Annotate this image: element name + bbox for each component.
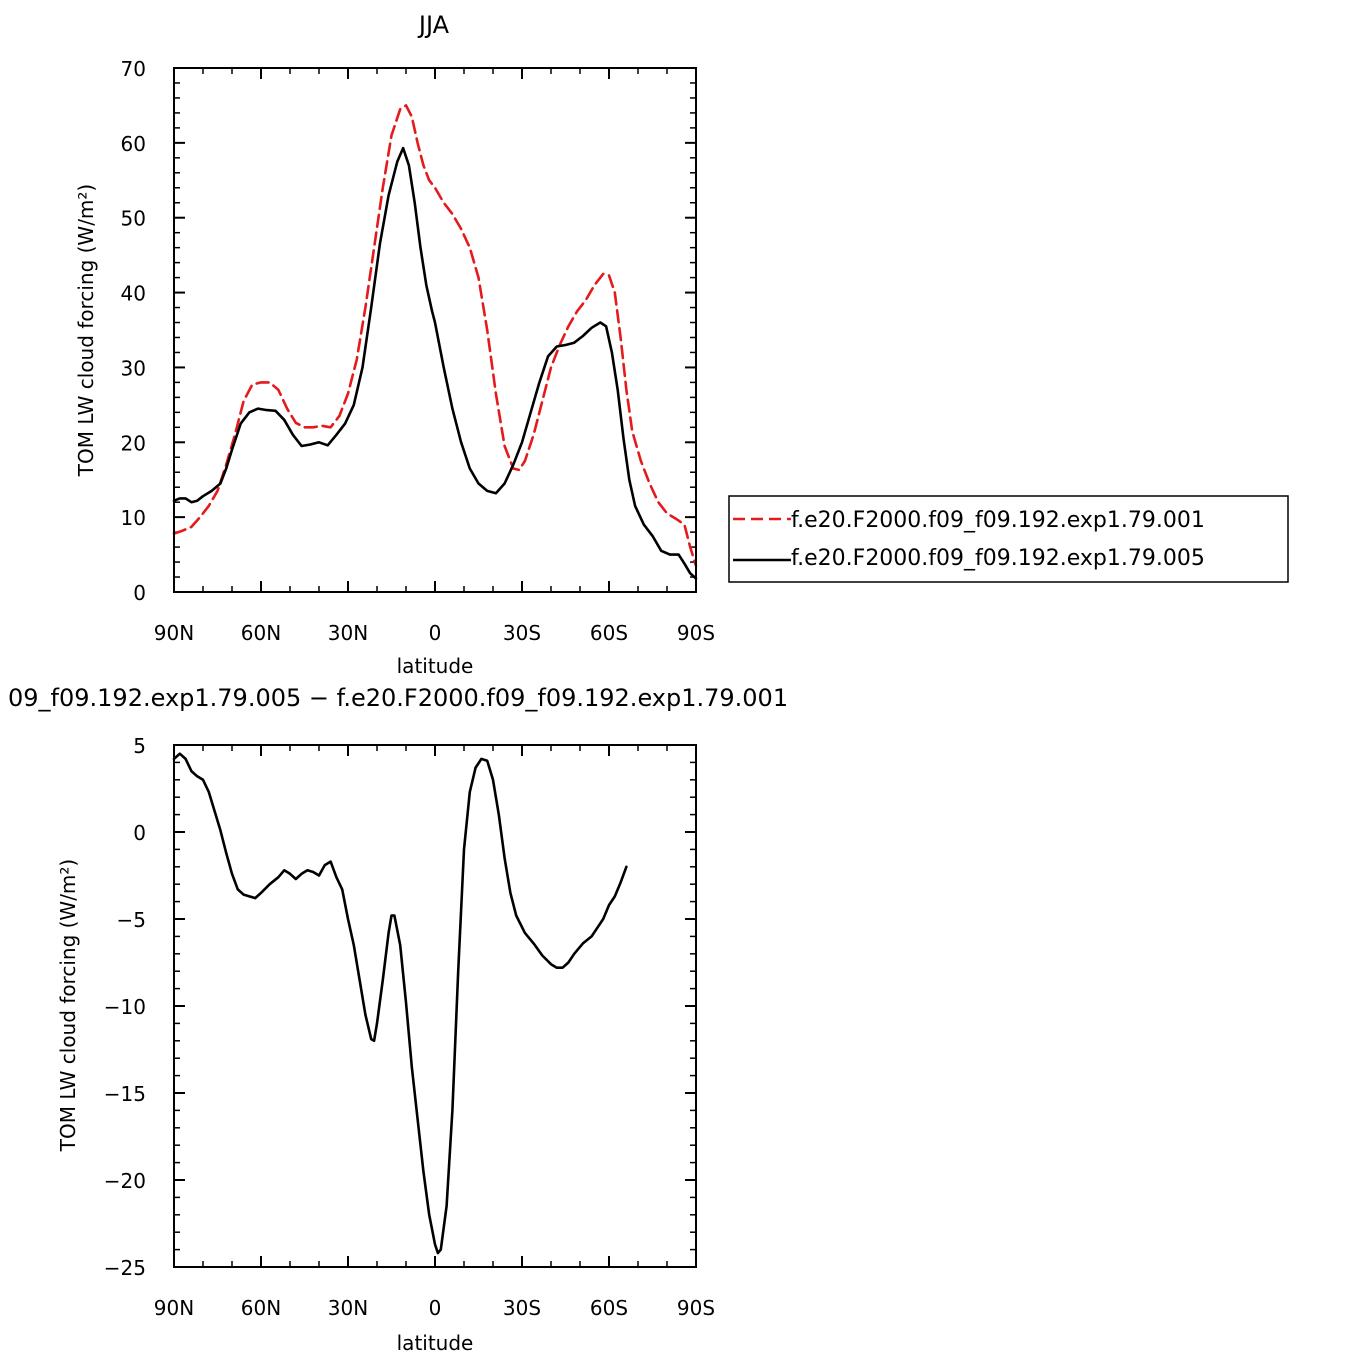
legend-box	[728, 495, 1289, 583]
top-x-tick-label: 90S	[677, 621, 715, 645]
top-y-axis-label: TOM LW cloud forcing (W/m²)	[74, 184, 98, 478]
legend-label-series-2: f.e20.F2000.f09_f09.192.exp1.79.005	[791, 546, 1205, 571]
top-y-tick-label: 40	[121, 282, 146, 306]
bottom-x-tick-label: 30S	[503, 1296, 541, 1320]
top-y-tick-label: 0	[133, 581, 146, 605]
top-y-tick-label: 10	[121, 506, 146, 530]
top-y-tick-label: 60	[121, 132, 146, 156]
bottom-y-tick-label: −20	[104, 1169, 146, 1193]
top-y-tick-label: 30	[121, 356, 146, 380]
bottom-x-axis-label: latitude	[397, 1331, 474, 1355]
top-x-axis-label: latitude	[397, 654, 474, 678]
top-x-tick-label: 90N	[154, 621, 194, 645]
bottom-ticks: 90N 60N 30N 0 30S 60S 90S −25 −20 −15 −10 −5 0 5	[104, 734, 715, 1320]
top-panel: JJA 90N 60N 30N 0 30S 60S 90S 0 10 20 30 40 50 60 70 l…	[74, 11, 715, 678]
bottom-plot-frame	[173, 744, 697, 1268]
bottom-y-tick-label: 0	[133, 821, 146, 845]
top-y-tick-label: 50	[121, 207, 146, 231]
bottom-x-tick-label: 30N	[328, 1296, 368, 1320]
bottom-chart-title: 09_f09.192.exp1.79.005 − f.e20.F2000.f09…	[8, 684, 788, 712]
top-x-tick-label: 60N	[241, 621, 281, 645]
legend-label-series-1: f.e20.F2000.f09_f09.192.exp1.79.001	[791, 508, 1205, 533]
top-x-tick-label: 30N	[328, 621, 368, 645]
bottom-y-tick-label: −10	[104, 995, 146, 1019]
bottom-x-tick-label: 0	[429, 1296, 442, 1320]
bottom-panel: 09_f09.192.exp1.79.005 − f.e20.F2000.f09…	[8, 684, 788, 1355]
legend: f.e20.F2000.f09_f09.192.exp1.79.001 f.e2…	[728, 495, 1289, 583]
top-x-tick-label: 30S	[503, 621, 541, 645]
top-series-line-2	[172, 146, 698, 580]
bottom-y-tick-label: −15	[104, 1082, 146, 1106]
top-y-tick-label: 70	[121, 57, 146, 81]
bottom-series	[172, 752, 628, 1255]
top-ticks: 90N 60N 30N 0 30S 60S 90S 0 10 20 30 40 50 60 70	[121, 57, 716, 645]
top-x-tick-label: 0	[429, 621, 442, 645]
top-series-line-1	[172, 104, 698, 568]
bottom-y-tick-label: −25	[104, 1256, 146, 1280]
bottom-x-tick-label: 90N	[154, 1296, 194, 1320]
top-plot-frame	[173, 67, 697, 593]
top-series	[172, 104, 698, 580]
bottom-series-line-1	[172, 752, 628, 1255]
bottom-x-tick-label: 60N	[241, 1296, 281, 1320]
bottom-y-axis-label: TOM LW cloud forcing (W/m²)	[56, 859, 80, 1153]
bottom-x-tick-label: 60S	[590, 1296, 628, 1320]
top-x-tick-label: 60S	[590, 621, 628, 645]
top-chart-title: JJA	[417, 11, 450, 39]
bottom-y-tick-label: 5	[133, 734, 146, 758]
bottom-y-tick-label: −5	[117, 908, 146, 932]
bottom-x-tick-label: 90S	[677, 1296, 715, 1320]
top-y-tick-label: 20	[121, 431, 146, 455]
